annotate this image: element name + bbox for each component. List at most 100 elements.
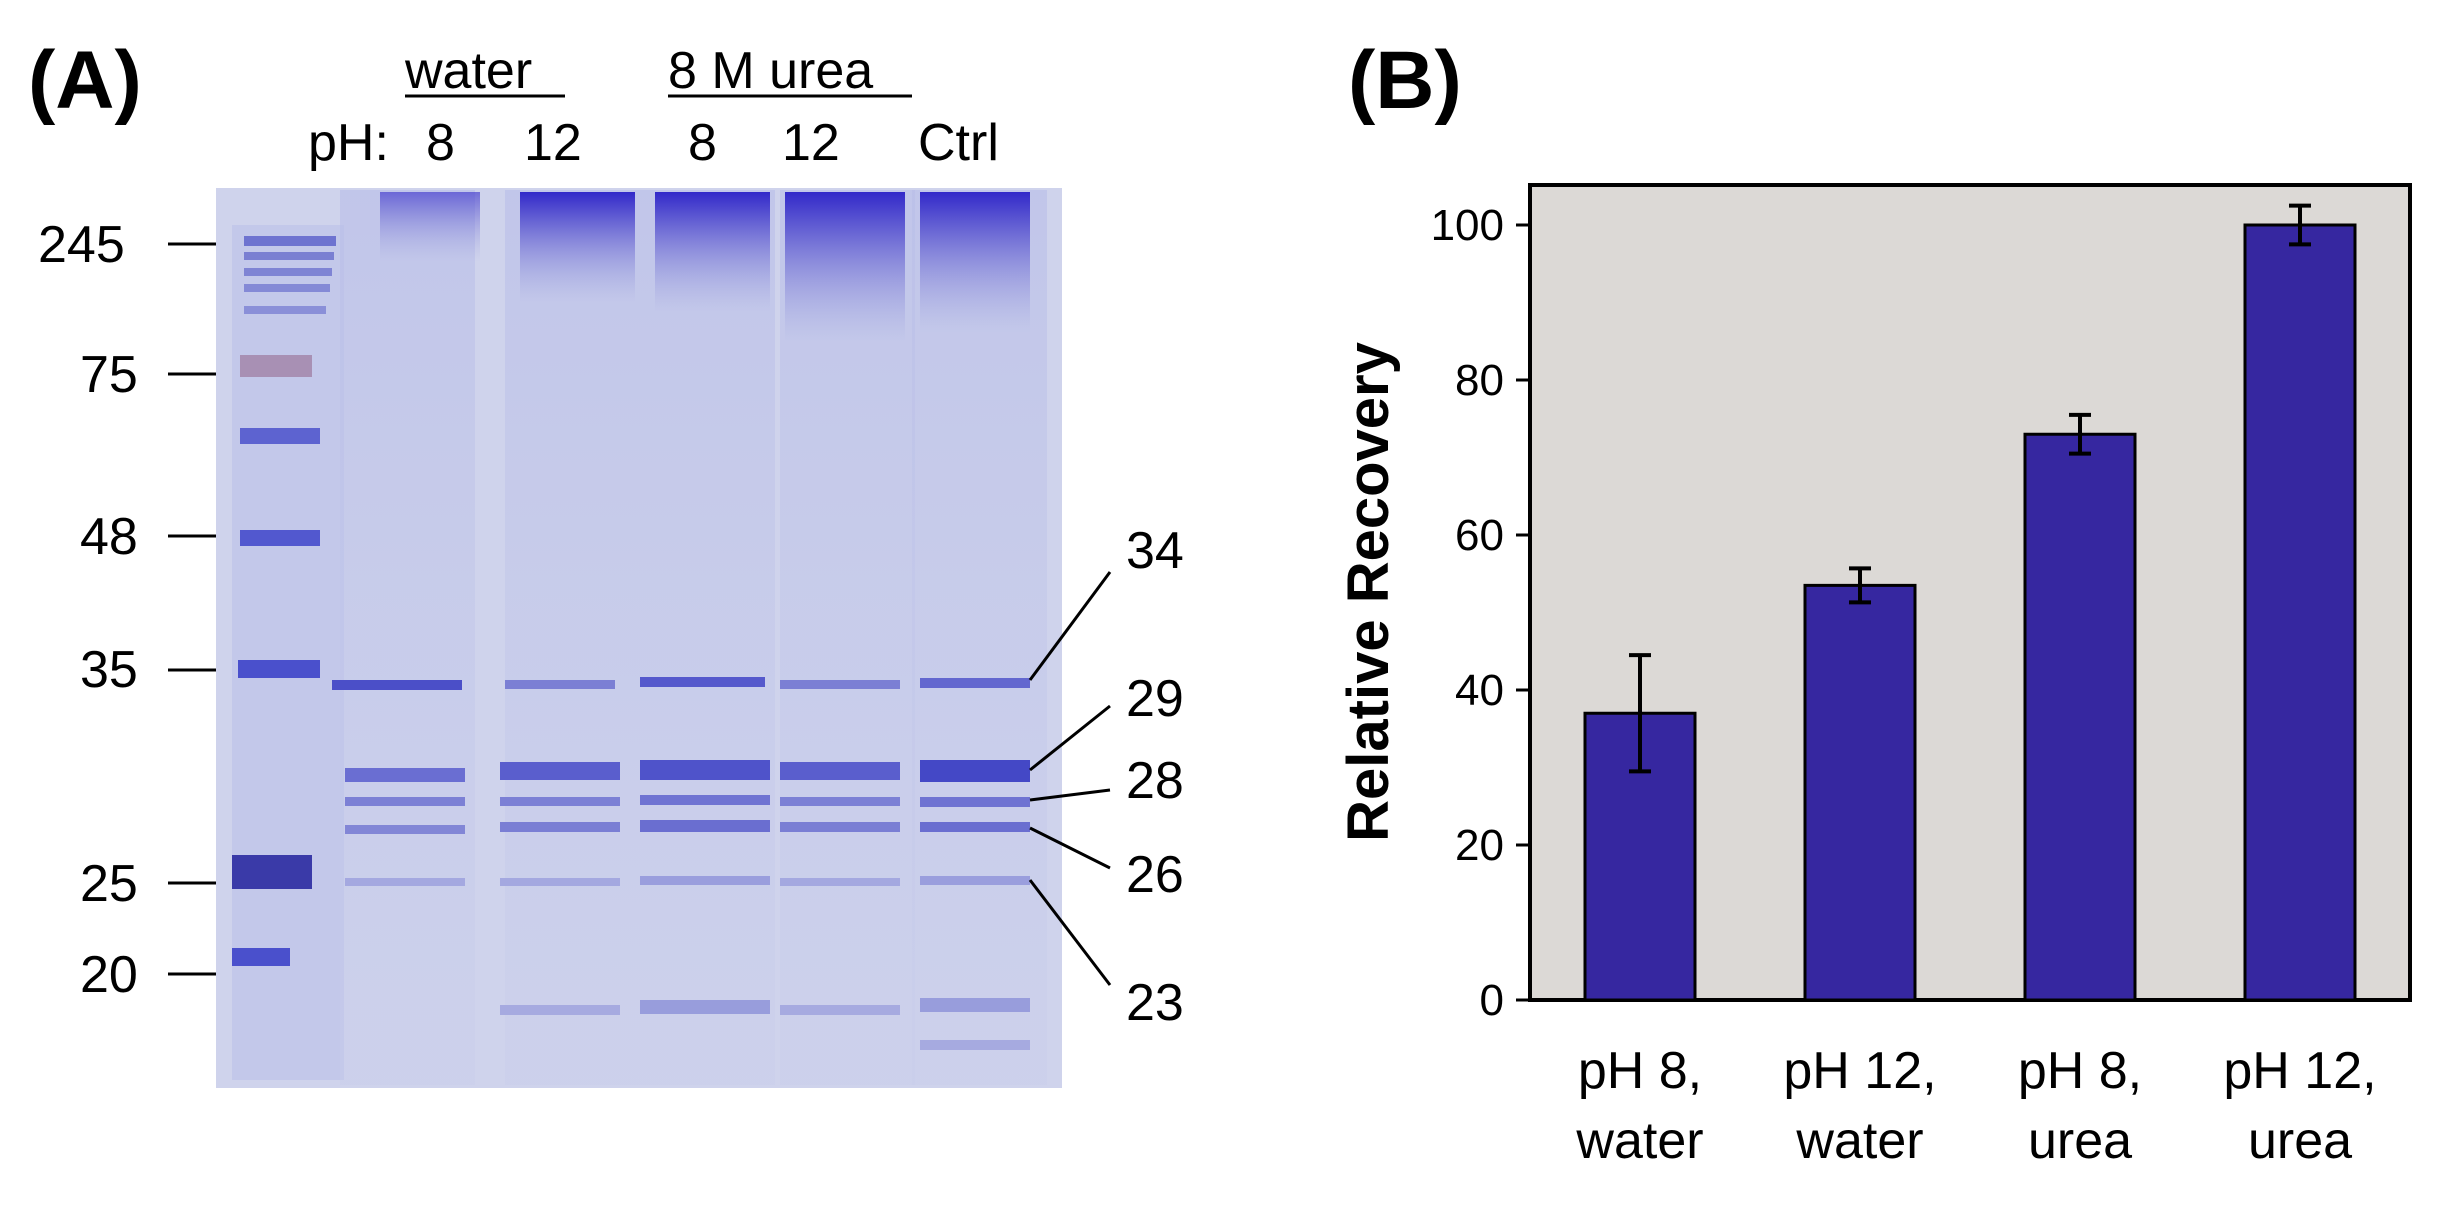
gel-band-34 — [640, 677, 765, 687]
group-label-urea: 8 M urea — [668, 42, 873, 100]
gel-band — [780, 1005, 900, 1015]
x-category-label: urea — [2248, 1112, 2352, 1170]
group-headers: water 8 M urea — [404, 42, 912, 100]
x-category-label: pH 8, — [2018, 1042, 2142, 1100]
lane-label: 12 — [524, 114, 582, 172]
gel-image — [216, 188, 1062, 1088]
marker-size-label: 245 — [38, 216, 125, 274]
band-label: 28 — [1126, 752, 1184, 810]
gel-band-23 — [345, 878, 465, 886]
bar — [2243, 223, 2357, 1002]
band-pointer — [1029, 704, 1111, 772]
panel-b-label: (B) — [1348, 35, 1462, 126]
band-pointer — [1029, 788, 1111, 802]
gel-band-23 — [920, 876, 1030, 885]
gel-band-26 — [780, 822, 900, 832]
gel-band — [500, 1005, 620, 1015]
gel-band-26 — [345, 825, 465, 834]
ladder-band — [232, 855, 312, 889]
ladder-band — [232, 948, 290, 966]
marker-labels: 245 75 48 35 25 20 — [38, 216, 216, 1004]
gel-band-29 — [345, 768, 465, 782]
gel-band-28 — [780, 797, 900, 806]
lane-label: 12 — [782, 114, 840, 172]
x-category-label: urea — [2028, 1112, 2132, 1170]
y-tick-label: 80 — [1455, 356, 1504, 405]
gel-band-23 — [500, 878, 620, 886]
gel-band-34 — [920, 678, 1030, 688]
x-category-label: water — [1795, 1112, 1923, 1170]
sample-lane — [640, 190, 775, 1085]
x-category-label: pH 12, — [2223, 1042, 2376, 1100]
band-label: 29 — [1126, 670, 1184, 728]
x-category-label: pH 12, — [1783, 1042, 1936, 1100]
gel-band-26 — [640, 820, 770, 832]
gel-band-26 — [920, 822, 1030, 832]
sample-lane — [912, 190, 1047, 1085]
ladder-band — [240, 428, 320, 444]
gel-band-29 — [780, 762, 900, 780]
well-stain — [520, 192, 635, 302]
gel-band-26 — [500, 822, 620, 832]
ladder-band — [244, 284, 330, 292]
ladder-band — [244, 252, 334, 260]
ladder-band — [240, 355, 312, 377]
y-tick-label: 20 — [1455, 821, 1504, 870]
y-tick-label: 100 — [1431, 201, 1504, 250]
lane-label: 8 — [426, 114, 455, 172]
gel-band-29 — [920, 760, 1030, 782]
ladder-band — [244, 236, 336, 246]
gel-band-29 — [640, 760, 770, 780]
band-pointer — [1028, 571, 1112, 681]
marker-size-label: 25 — [80, 855, 138, 913]
gel-band-34 — [505, 680, 615, 689]
x-category-label: water — [1575, 1112, 1703, 1170]
y-tick-label: 0 — [1480, 976, 1504, 1025]
bar — [1803, 583, 1917, 1002]
ladder-band — [244, 268, 332, 276]
well-stain — [920, 192, 1030, 332]
well-stain — [785, 192, 905, 342]
y-axis-label: Relative Recovery — [1336, 342, 1401, 842]
group-label-water: water — [404, 42, 532, 100]
well-stain — [655, 192, 770, 312]
y-tick-label: 40 — [1455, 666, 1504, 715]
marker-size-label: 20 — [80, 946, 138, 1004]
ladder-band — [244, 306, 326, 314]
gel-band-34 — [780, 680, 900, 689]
x-category-label: pH 8, — [1578, 1042, 1702, 1100]
band-pointer — [1029, 826, 1111, 870]
lane-label: Ctrl — [918, 114, 999, 172]
band-annotations: 34 29 28 26 23 — [1028, 522, 1184, 1032]
sample-lane — [340, 190, 475, 1085]
gel-band-28 — [920, 797, 1030, 807]
band-label: 26 — [1126, 846, 1184, 904]
gel-band-28 — [345, 797, 465, 806]
lane-label: 8 — [688, 114, 717, 172]
lane-labels: pH: 8 12 8 12 Ctrl — [308, 114, 999, 172]
bar — [2023, 432, 2137, 1002]
band-pointer — [1028, 879, 1112, 986]
ladder-band — [240, 530, 320, 546]
gel-band-29 — [500, 762, 620, 780]
y-axis: 0 20 40 60 80 100 — [1431, 201, 1530, 1025]
gel-band-28 — [640, 795, 770, 805]
marker-size-label: 35 — [80, 641, 138, 699]
x-axis-categories: pH 8, water pH 12, water pH 8, urea pH 12, urea — [1575, 1042, 2376, 1170]
band-label: 23 — [1126, 974, 1184, 1032]
panel-a-label: (A) — [28, 35, 142, 126]
gel-band-23 — [640, 876, 770, 885]
gel-band-28 — [500, 797, 620, 806]
marker-size-label: 75 — [80, 346, 138, 404]
ladder-band — [238, 660, 320, 678]
well-stain — [380, 192, 480, 262]
bar-series — [1583, 203, 2357, 1002]
gel-band — [920, 1040, 1030, 1050]
gel-band-23 — [780, 878, 900, 886]
sample-lane — [505, 190, 640, 1085]
y-tick-label: 60 — [1455, 511, 1504, 560]
gel-band — [640, 1000, 770, 1014]
band-label: 34 — [1126, 522, 1184, 580]
gel-band-34 — [332, 680, 462, 690]
marker-size-label: 48 — [80, 508, 138, 566]
